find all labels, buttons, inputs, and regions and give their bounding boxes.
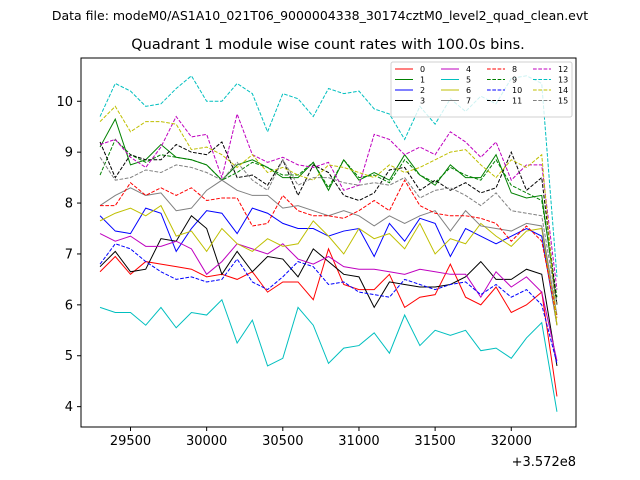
legend-label-13: 13 — [558, 75, 568, 84]
y-tick-label: 8 — [65, 197, 73, 212]
legend-frame — [390, 61, 573, 118]
series-line-13 — [99, 75, 558, 277]
series-line-6 — [99, 204, 558, 326]
legend-label-7: 7 — [466, 96, 471, 105]
legend-label-6: 6 — [466, 86, 471, 95]
legend-label-2: 2 — [420, 86, 425, 95]
legend-label-9: 9 — [512, 75, 517, 84]
legend-label-11: 11 — [512, 96, 522, 105]
series-line-0 — [99, 247, 558, 397]
series-line-2 — [99, 207, 558, 326]
legend-label-0: 0 — [420, 65, 425, 74]
x-tick-label: 30000 — [186, 434, 227, 449]
series-line-1 — [99, 117, 558, 305]
y-tick-label: 9 — [65, 146, 73, 161]
y-tick-label: 5 — [65, 349, 73, 364]
y-axis: 4 5 6 7 8 9 10 — [56, 95, 81, 415]
series-line-7 — [99, 179, 558, 316]
series-line-4 — [99, 233, 558, 361]
legend-label-1: 1 — [420, 75, 425, 84]
legend-label-14: 14 — [558, 86, 568, 95]
series-line-8 — [100, 179, 558, 318]
series-layer — [99, 75, 558, 412]
legend-label-3: 3 — [420, 96, 425, 105]
x-tick-label: 30500 — [262, 434, 303, 449]
series-line-5 — [99, 298, 558, 412]
y-tick-label: 7 — [65, 247, 73, 262]
x-tick-label: 32000 — [491, 434, 532, 449]
legend-label-4: 4 — [466, 65, 471, 74]
series-line-10 — [99, 243, 558, 364]
series-line-12 — [99, 112, 558, 290]
y-tick-label: 6 — [65, 298, 73, 313]
legend-label-8: 8 — [512, 65, 517, 74]
plot-area: 29500 30000 30500 31000 31500 32000 45678910 … — [56, 57, 577, 470]
plot-frame — [80, 57, 577, 428]
series-line-15 — [99, 156, 558, 305]
y-tick-label: 4 — [65, 400, 73, 415]
suptitle: Data file: modeM0/AS1A10_021T06_90000043… — [52, 8, 588, 23]
legend-label-12: 12 — [558, 65, 568, 74]
legend-label-10: 10 — [512, 86, 522, 95]
x-axis: 29500 30000 30500 31000 31500 32000 — [110, 427, 532, 449]
series-line-3 — [99, 215, 558, 367]
y-tick-label: 10 — [56, 95, 73, 110]
series-line-14 — [99, 105, 558, 326]
x-tick-label: 31500 — [414, 434, 455, 449]
x-offset-label: +3.572e8 — [512, 455, 576, 470]
chart-title: Quadrant 1 module wise count rates with … — [131, 37, 525, 53]
legend-label-15: 15 — [558, 96, 568, 105]
x-tick-label: 29500 — [110, 434, 151, 449]
x-tick-label: 31000 — [338, 434, 379, 449]
series-line-11 — [99, 141, 558, 305]
series-line-9 — [99, 138, 558, 298]
legend-label-5: 5 — [466, 75, 471, 84]
